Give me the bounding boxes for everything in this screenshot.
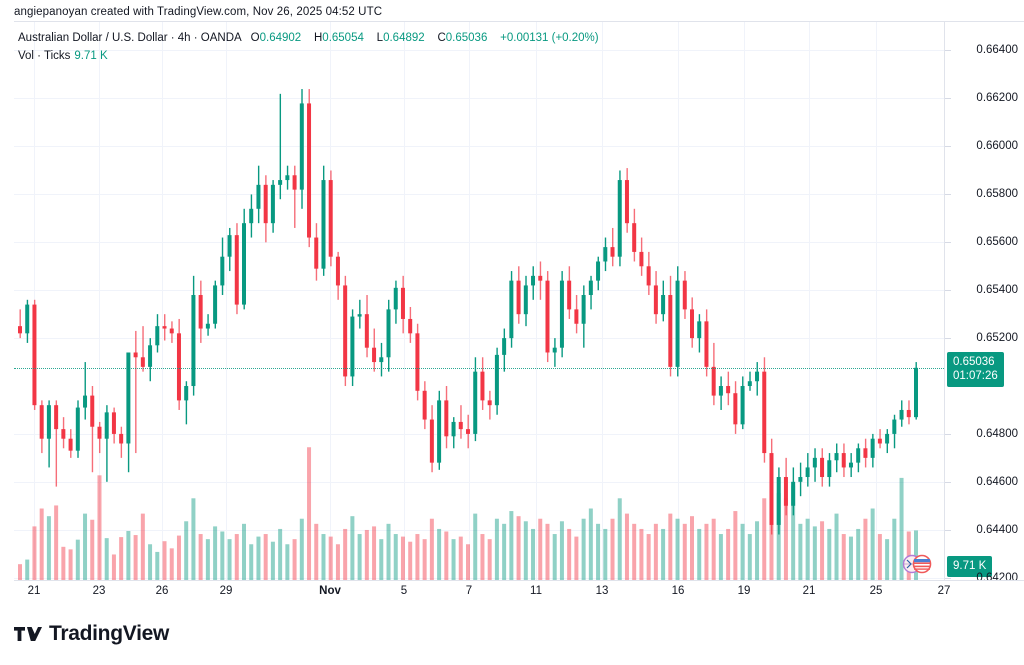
attribution-text: angiepanoyan created with TradingView.co…	[14, 6, 383, 18]
time-tick-label: 16	[671, 585, 685, 597]
price-tick-label: 0.64800	[976, 428, 1018, 440]
price-tick-label: 0.66000	[976, 140, 1018, 152]
time-tick-label: 29	[219, 585, 233, 597]
tradingview-logo-icon	[14, 625, 42, 643]
price-tick-label: 0.64200	[976, 572, 1018, 584]
price-tick-label: 0.65600	[976, 236, 1018, 248]
price-tick-dash	[945, 434, 951, 435]
tradingview-logo-text: TradingView	[49, 622, 170, 645]
price-tick-dash	[945, 530, 951, 531]
tradingview-branding: TradingView	[14, 622, 169, 646]
time-tick-label: 25	[869, 585, 883, 597]
price-tick-label: 0.65400	[976, 284, 1018, 296]
candlestick-series	[18, 89, 918, 535]
time-tick-label: 26	[155, 585, 169, 597]
price-tick-dash	[945, 338, 951, 339]
time-tick-label: 7	[465, 585, 473, 597]
time-tick-label: 11	[530, 585, 542, 597]
time-tick-label: 27	[937, 585, 951, 597]
grid-layer	[14, 22, 944, 580]
time-tick-label: 19	[737, 585, 751, 597]
aud-usd-flag-pair-icon	[902, 554, 932, 574]
time-tick-label: Nov	[319, 585, 341, 597]
chart-plot-area[interactable]: Australian Dollar / U.S. Dollar · 4h · O…	[14, 22, 944, 580]
bar-countdown-value: 01:07:26	[953, 369, 998, 382]
price-tick-dash	[945, 50, 951, 51]
price-tick-label: 0.65200	[976, 332, 1018, 344]
price-tick-label: 0.66400	[976, 44, 1018, 56]
current-price-line	[14, 367, 944, 369]
volume-value-badge: 9.71 K	[947, 556, 993, 577]
price-tick-label: 0.66200	[976, 92, 1018, 104]
price-tick-label: 0.64400	[976, 524, 1018, 536]
time-tick-label: 13	[595, 585, 609, 597]
volume-series	[18, 447, 918, 580]
time-tick-label: 21	[27, 585, 41, 597]
price-tick-dash	[945, 98, 951, 99]
price-tick-dash	[945, 242, 951, 243]
price-tick-dash	[945, 482, 951, 483]
price-tick-label: 0.65800	[976, 188, 1018, 200]
price-tick-dash	[945, 290, 951, 291]
price-tick-dash	[945, 194, 951, 195]
current-price-badge: 0.65036 01:07:26	[947, 351, 1004, 387]
time-tick-label: 23	[92, 585, 106, 597]
price-tick-dash	[945, 146, 951, 147]
time-axis[interactable]: 21 23 26 29 Nov 5 7 11 13 16 19 21 25 27	[14, 580, 1024, 601]
current-price-value: 0.65036	[953, 355, 995, 368]
chart-container: Australian Dollar / U.S. Dollar · 4h · O…	[14, 21, 1024, 600]
price-axis[interactable]: 0.65036 01:07:26 9.71 K 0.66400 0.66200 0.…	[944, 22, 1024, 584]
time-tick-label: 21	[802, 585, 816, 597]
time-tick-label: 5	[400, 585, 408, 597]
price-tick-dash	[945, 578, 951, 579]
price-tick-label: 0.64600	[976, 476, 1018, 488]
